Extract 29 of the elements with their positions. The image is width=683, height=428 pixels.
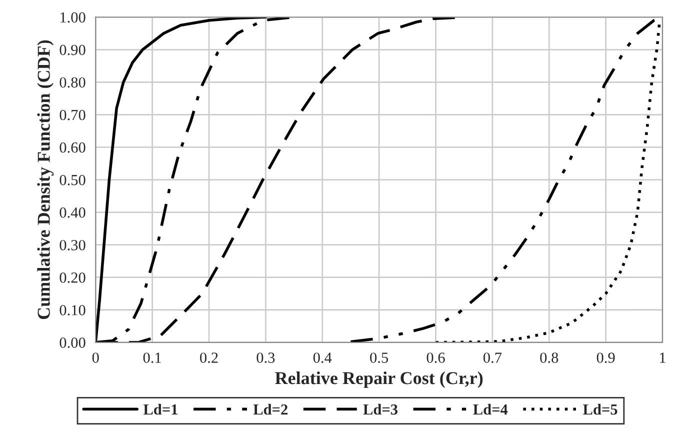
y-tick-label: 1.00 bbox=[60, 12, 86, 23]
x-tick-label: 0.3 bbox=[256, 352, 275, 363]
legend-label: Ld=1 bbox=[143, 404, 178, 415]
x-axis-title: Relative Repair Cost (Cr,r) bbox=[275, 372, 483, 388]
x-tick-label: 0 bbox=[92, 352, 99, 363]
x-tick-label: 0.8 bbox=[540, 352, 558, 363]
x-tick-label: 0.5 bbox=[370, 352, 388, 363]
x-tick-label: 0.9 bbox=[596, 352, 615, 363]
legend-label: Ld=3 bbox=[363, 404, 398, 415]
x-tick-label: 0.2 bbox=[200, 352, 218, 363]
y-axis-title: Cumulative Density Function (CDF) bbox=[37, 40, 54, 320]
y-tick-label: 0.70 bbox=[60, 110, 86, 120]
y-tick-label: 0.10 bbox=[60, 305, 86, 316]
y-tick-label: 0.30 bbox=[60, 240, 86, 250]
legend-label: Ld=5 bbox=[583, 404, 618, 415]
x-tick-label: 0.4 bbox=[313, 352, 332, 363]
y-tick-label: 0.40 bbox=[60, 207, 86, 218]
y-tick-label: 0.90 bbox=[60, 44, 86, 56]
y-tick-label: 0.50 bbox=[60, 174, 86, 186]
x-tick-label: 0.7 bbox=[483, 352, 502, 363]
x-tick-label: 1 bbox=[660, 352, 666, 363]
x-tick-label: 0.6 bbox=[426, 352, 445, 363]
x-tick-label: 0.1 bbox=[143, 352, 161, 363]
legend-label: Ld=4 bbox=[473, 404, 508, 415]
y-tick-label: 0.00 bbox=[60, 338, 86, 348]
y-tick-label: 0.60 bbox=[60, 142, 86, 153]
legend-label: Ld=2 bbox=[253, 404, 288, 415]
y-tick-label: 0.80 bbox=[60, 77, 86, 88]
y-tick-label: 0.20 bbox=[60, 272, 86, 283]
